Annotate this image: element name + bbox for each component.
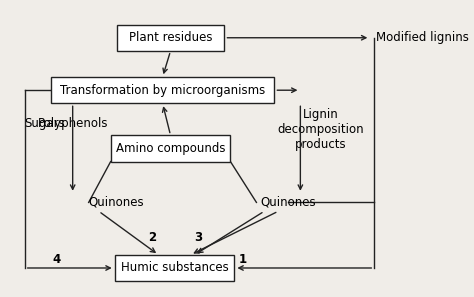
Text: Lignin
decomposition
products: Lignin decomposition products bbox=[277, 108, 364, 151]
Text: Sugars: Sugars bbox=[25, 117, 65, 130]
Text: Transformation by microorganisms: Transformation by microorganisms bbox=[60, 84, 265, 97]
Text: Plant residues: Plant residues bbox=[129, 31, 212, 44]
FancyBboxPatch shape bbox=[115, 255, 235, 281]
Text: Amino compounds: Amino compounds bbox=[116, 142, 225, 155]
Text: Quinones: Quinones bbox=[89, 196, 144, 209]
FancyBboxPatch shape bbox=[110, 135, 230, 162]
Text: 3: 3 bbox=[194, 231, 202, 244]
Text: Polyphenols: Polyphenols bbox=[37, 117, 108, 130]
Text: 1: 1 bbox=[238, 253, 246, 266]
Text: Quinones: Quinones bbox=[260, 196, 316, 209]
Text: 4: 4 bbox=[53, 253, 61, 266]
Text: Humic substances: Humic substances bbox=[121, 261, 228, 274]
Text: Modified lignins: Modified lignins bbox=[376, 31, 469, 44]
Text: 2: 2 bbox=[148, 231, 156, 244]
FancyBboxPatch shape bbox=[117, 25, 225, 51]
FancyBboxPatch shape bbox=[51, 77, 274, 103]
